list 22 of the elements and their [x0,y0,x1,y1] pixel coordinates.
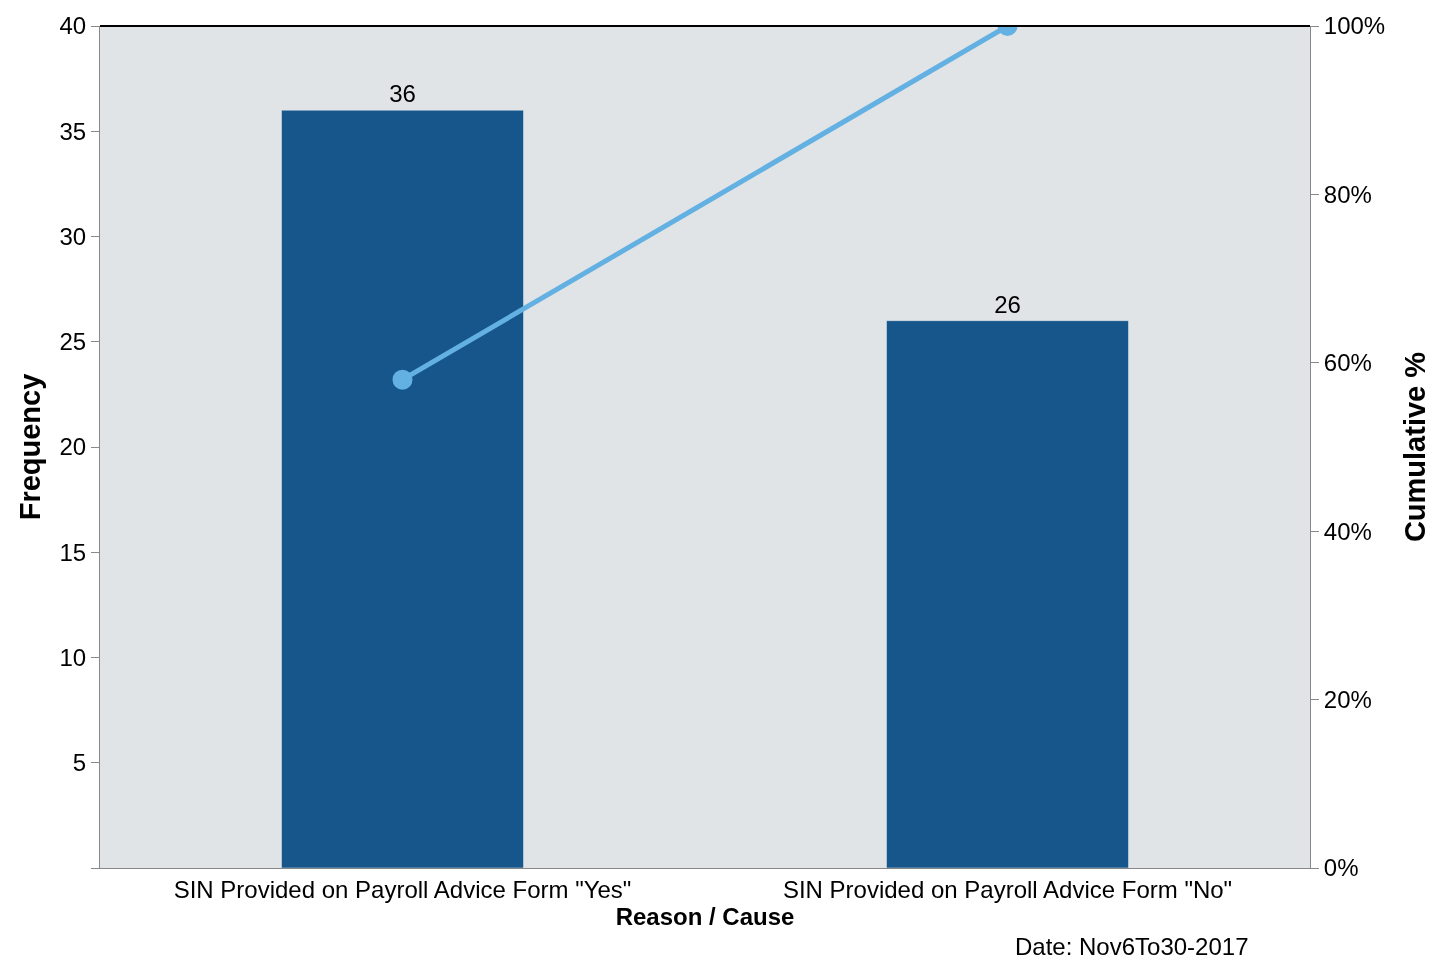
y-tick-label: 30 [59,222,87,250]
y-tick-label: 25 [59,328,87,356]
data-label: 36 [389,80,416,108]
x-tick-label: SIN Provided on Payroll Advice Form "No" [782,875,1233,903]
y2-axis-title: Cumulative % [1398,351,1431,543]
y2-tick-label: 100% [1323,12,1386,40]
y-tick-label: 15 [59,538,87,566]
text: Date: Nov6To30-2017 [1015,933,1249,958]
y2-tick-label: 60% [1323,349,1372,377]
data-label: 26 [994,290,1021,318]
y-axis-title: Frequency [13,373,46,521]
y-tick-label: 35 [59,117,87,145]
y-tick-label: 5 [72,749,87,777]
y2-tick-label: 80% [1323,180,1372,208]
y-tick-label: 10 [59,643,87,671]
y2-tick-label: 0% [1323,854,1359,882]
x-tick-label: SIN Provided on Payroll Advice Form "Yes" [173,875,632,903]
y-tick-label: 40 [59,12,87,40]
x-axis-title: Reason / Cause [615,902,795,930]
y-tick-label: 20 [59,433,87,461]
y2-tick-label: 20% [1323,686,1372,713]
y2-tick-label: 40% [1323,517,1372,545]
